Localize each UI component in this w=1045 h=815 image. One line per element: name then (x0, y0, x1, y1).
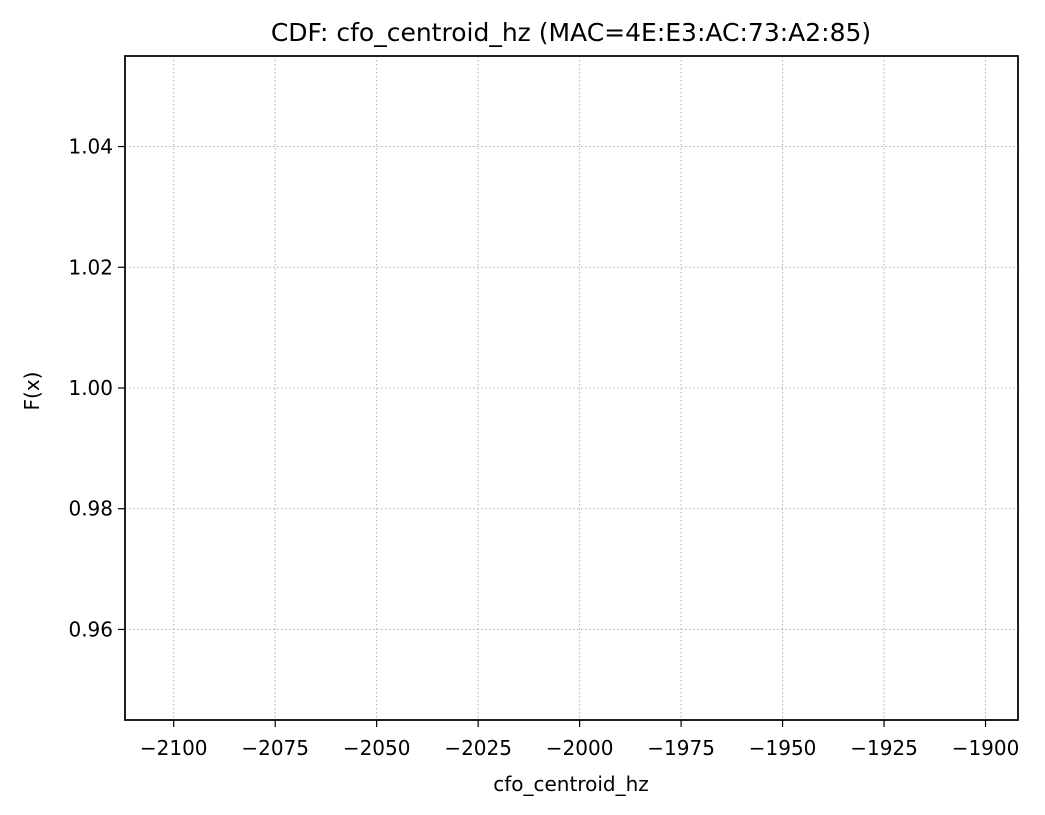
y-tick-label: 1.02 (68, 255, 113, 279)
x-axis-label: cfo_centroid_hz (493, 772, 649, 796)
y-grid (125, 146, 1018, 630)
x-axis-ticks: −2100 −2075 −2050 −2025 −2000 −1975 −1950 −1925… (140, 720, 1019, 760)
x-tick-label: −2000 (546, 736, 614, 760)
x-tick-label: −2075 (241, 736, 309, 760)
y-tick-label: 0.98 (68, 497, 113, 521)
chart-title: CDF: cfo_centroid_hz (MAC=4E:E3:AC:73:A2… (271, 18, 871, 47)
x-tick-label: −2100 (140, 736, 208, 760)
x-tick-label: −2025 (444, 736, 512, 760)
x-tick-label: −1975 (647, 736, 715, 760)
x-tick-label: −2050 (343, 736, 411, 760)
y-tick-label: 1.04 (68, 135, 113, 159)
y-tick-label: 1.00 (68, 376, 113, 400)
y-axis-ticks: 0.96 0.98 1.00 1.02 1.04 (68, 135, 125, 641)
x-tick-label: −1900 (952, 736, 1020, 760)
x-tick-label: −1925 (850, 736, 918, 760)
y-axis-label: F(x) (20, 372, 44, 411)
y-tick-label: 0.96 (68, 617, 113, 641)
x-tick-label: −1950 (749, 736, 817, 760)
